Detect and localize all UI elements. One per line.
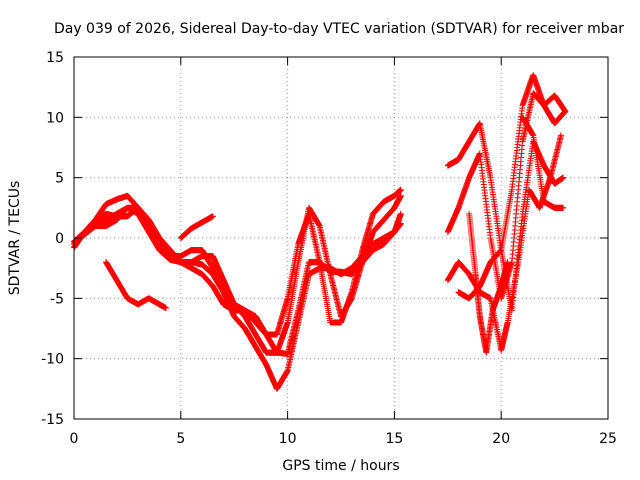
series-6 [177, 213, 216, 241]
series-5 [103, 259, 169, 311]
data-series [71, 72, 569, 392]
chart-title: Day 039 of 2026, Sidereal Day-to-day VTE… [54, 21, 624, 37]
